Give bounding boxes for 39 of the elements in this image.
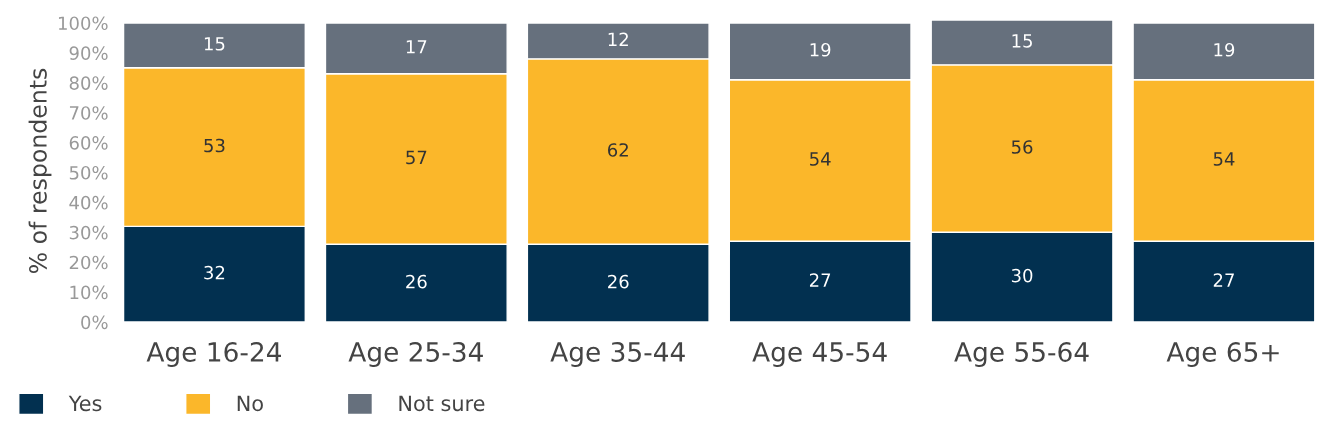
x-tick-label: Age 55-64 (954, 341, 1089, 368)
y-tick-label: 50% (69, 165, 108, 180)
data-label: 27 (1213, 273, 1234, 287)
data-label: 54 (810, 152, 831, 166)
data-label: 56 (1011, 140, 1033, 154)
y-tick-label: 20% (69, 255, 108, 270)
data-label: 54 (1213, 152, 1235, 166)
x-tick-label: Age 16-24 (146, 341, 281, 368)
y-tick-label: 10% (70, 285, 108, 300)
y-axis-title: % of respondents (28, 68, 52, 274)
data-label: 15 (204, 37, 225, 51)
data-label: 62 (608, 143, 628, 157)
data-label: 19 (1214, 42, 1235, 57)
data-label: 26 (406, 274, 427, 289)
x-tick-label: Age 25-34 (348, 341, 483, 368)
data-label: 15 (1012, 34, 1032, 48)
x-tick-label: Age 65+ (1166, 341, 1279, 368)
data-label: 27 (809, 273, 831, 287)
data-label: 12 (608, 32, 628, 46)
data-label: 19 (810, 42, 831, 57)
y-tick-label: 70% (69, 106, 108, 120)
legend-label: Not sure (399, 395, 485, 412)
x-tick-label: Age 45-54 (752, 342, 887, 368)
x-tick-label: Age 35-44 (550, 341, 685, 368)
y-tick-label: 90% (69, 46, 108, 60)
y-tick-label: 40% (69, 195, 108, 210)
y-tick-label: 80% (69, 76, 108, 90)
data-label: 26 (608, 274, 629, 289)
y-tick-label: 60% (69, 136, 108, 150)
legend-label: Yes (68, 395, 102, 412)
data-label: 17 (406, 40, 427, 54)
data-label: 57 (406, 150, 427, 165)
data-label: 32 (204, 265, 225, 280)
legend-label: No (237, 395, 263, 412)
data-label: 53 (204, 138, 225, 153)
data-label: 30 (1011, 268, 1033, 283)
y-tick-label: 0% (81, 315, 108, 330)
y-tick-label: 30% (69, 225, 108, 240)
y-tick-label: 100% (58, 16, 108, 31)
